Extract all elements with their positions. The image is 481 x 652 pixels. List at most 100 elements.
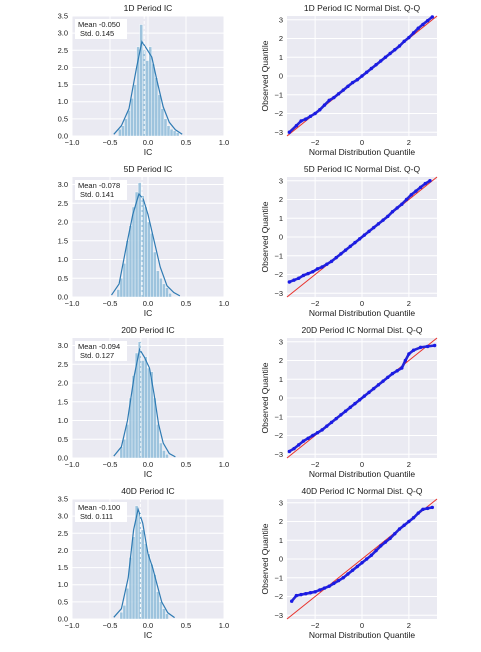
histogram-bar <box>166 125 171 137</box>
histogram-bar <box>145 60 149 137</box>
x-tick-label: −1.0 <box>65 621 80 630</box>
qq-point <box>383 540 388 544</box>
y-tick-label: 1 <box>279 214 283 223</box>
histogram-bar <box>131 206 136 298</box>
qq-point <box>343 248 348 252</box>
qq-point <box>430 15 435 19</box>
qq-point <box>383 55 388 59</box>
qq-point <box>388 51 392 56</box>
qq-point <box>292 278 296 282</box>
qq-point <box>311 269 315 274</box>
y-tick-label: 0.5 <box>58 274 68 283</box>
x-tick-label: −0.5 <box>103 299 118 308</box>
x-tick-label: 2 <box>407 460 411 469</box>
kde-curve <box>113 507 175 619</box>
x-tick-label: 0 <box>360 299 364 308</box>
x-axis-label: IC <box>144 308 153 318</box>
y-tick-label: 1.5 <box>58 563 68 572</box>
y-tick-label: 1.0 <box>58 580 68 589</box>
x-tick-label: −2 <box>311 299 320 308</box>
qq-point <box>362 394 367 398</box>
qq-point <box>357 398 362 402</box>
qq-point <box>341 88 345 92</box>
y-tick-label: 0.5 <box>58 597 68 606</box>
x-tick-label: 0.0 <box>143 460 153 469</box>
y-tick-label: 3.0 <box>58 29 68 38</box>
x-axis-label: Normal Distribution Quantile <box>309 469 416 479</box>
qq-point <box>416 511 420 515</box>
histogram-bar <box>157 94 162 137</box>
qq-point <box>341 576 345 580</box>
qq-point <box>327 98 331 103</box>
std-label: Std. 0.111 <box>80 512 113 521</box>
qq-point <box>362 233 367 237</box>
qq-point <box>421 22 425 27</box>
qq-point <box>339 413 343 417</box>
qq-point <box>353 401 357 406</box>
histogram-bar <box>156 270 160 298</box>
qq-point <box>393 531 397 536</box>
qq-point <box>386 214 390 219</box>
x-tick-label: 0 <box>360 460 364 469</box>
x-axis-label: IC <box>144 147 153 157</box>
histogram-bar <box>147 553 151 620</box>
qq-point <box>350 80 355 85</box>
qq-point <box>402 523 406 527</box>
qq-point <box>376 383 381 387</box>
histogram-bar <box>150 563 154 620</box>
y-axis-label: Observed Quantile <box>260 362 270 433</box>
y-tick-label: 2.0 <box>58 63 68 72</box>
qq-point <box>369 553 374 557</box>
qq-point <box>379 59 383 63</box>
histogram-panel-1: 1D Period IC 0.0 0.5 1.0 1.5 2.0 2.5 3.0 3.5 −1.0… <box>58 3 230 157</box>
histogram-bar <box>162 608 166 620</box>
qq-point <box>313 590 317 594</box>
qq-point <box>428 179 432 183</box>
y-tick-label: −2 <box>274 109 283 118</box>
x-axis-label: Normal Distribution Quantile <box>309 308 416 318</box>
y-tick-label: 0 <box>279 72 283 81</box>
histogram-bar <box>165 454 169 459</box>
histogram-bar <box>140 529 145 620</box>
qq-point <box>336 92 341 96</box>
qq-panel-2: 5D Period IC Normal Dist. Q-Q −3 −2 −1 0 1 2 3 −… <box>260 164 438 318</box>
qq-point <box>388 536 392 541</box>
y-tick-label: 1.5 <box>58 397 68 406</box>
x-tick-label: −1.0 <box>65 460 80 469</box>
y-tick-label: 2 <box>279 517 283 526</box>
histogram-bar <box>156 591 160 620</box>
histogram-bar <box>116 289 121 298</box>
histogram-panel-4: 40D Period IC 0.0 0.5 1.0 1.5 2.0 2.5 3.0 3.5 −1.… <box>58 486 230 640</box>
histogram-bar <box>159 278 163 298</box>
x-axis-label: IC <box>144 469 153 479</box>
chart-title: 1D Period IC Normal Dist. Q-Q <box>304 3 421 13</box>
qq-point <box>411 348 416 352</box>
histogram-bar <box>143 356 148 459</box>
y-tick-label: 2 <box>279 34 283 43</box>
histogram-panel-3: 20D Period IC 0.0 0.5 1.0 1.5 2.0 2.5 3.0 −1.0 −0… <box>58 325 230 479</box>
std-label: Std. 0.145 <box>80 29 114 38</box>
y-tick-label: −3 <box>274 450 283 459</box>
y-axis-label: Observed Quantile <box>260 40 270 111</box>
qq-point <box>425 506 430 511</box>
qq-point <box>292 446 296 451</box>
qq-point <box>294 593 299 598</box>
qq-point <box>320 428 324 432</box>
stats-box <box>75 502 127 522</box>
y-tick-label: −2 <box>274 270 283 279</box>
histogram-bar <box>134 191 139 298</box>
x-tick-label: 2 <box>407 299 411 308</box>
x-tick-label: 1.0 <box>219 299 229 308</box>
qq-point <box>374 548 378 553</box>
std-label: Std. 0.141 <box>80 190 114 199</box>
qq-point <box>329 420 334 425</box>
mean-label: Mean -0.100 <box>78 503 120 512</box>
x-tick-label: 0.0 <box>143 621 153 630</box>
qq-point <box>367 390 371 395</box>
histogram-bar <box>143 206 148 298</box>
histogram-bar <box>121 125 125 137</box>
x-tick-label: 0.5 <box>181 138 191 147</box>
qq-point <box>364 557 369 561</box>
y-tick-label: 0.0 <box>58 454 68 463</box>
qq-point <box>379 544 383 548</box>
